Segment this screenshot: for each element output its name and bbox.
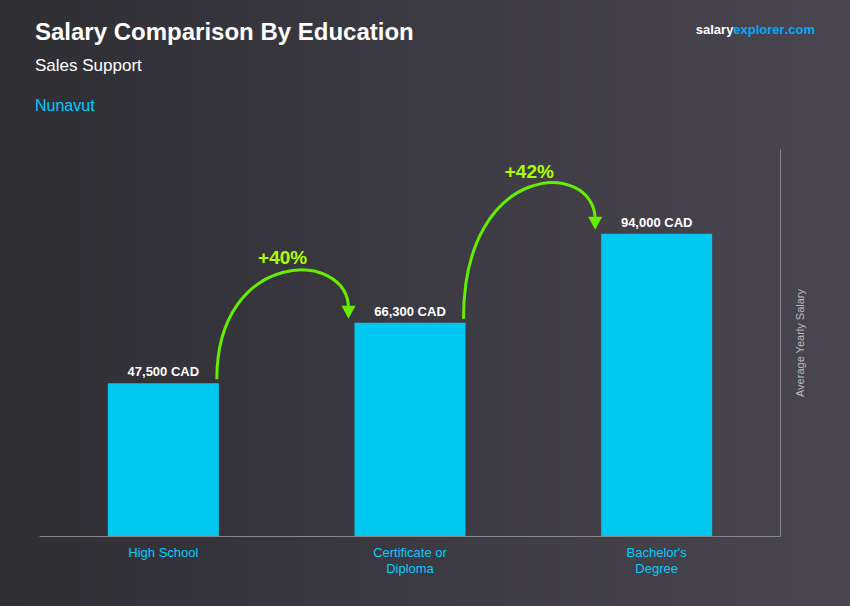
svg-text:Salary Comparison By Education: Salary Comparison By Education: [35, 18, 414, 45]
svg-text:.com: .com: [785, 22, 815, 37]
svg-text:Nunavut: Nunavut: [35, 97, 95, 114]
svg-text:Certificate or: Certificate or: [373, 545, 447, 560]
svg-text:Bachelor's: Bachelor's: [627, 545, 688, 560]
svg-text:94,000 CAD: 94,000 CAD: [621, 215, 693, 230]
svg-text:Average Yearly Salary: Average Yearly Salary: [794, 288, 806, 397]
svg-text:salary: salary: [696, 22, 734, 37]
svg-text:Diploma: Diploma: [386, 561, 434, 576]
svg-text:explorer: explorer: [733, 22, 784, 37]
svg-text:+42%: +42%: [505, 161, 554, 182]
svg-text:Degree: Degree: [635, 561, 678, 576]
svg-text:Sales Support: Sales Support: [35, 56, 142, 75]
svg-text:High School: High School: [128, 545, 198, 560]
svg-text:66,300 CAD: 66,300 CAD: [374, 304, 446, 319]
svg-text:47,500 CAD: 47,500 CAD: [128, 364, 200, 379]
svg-text:+40%: +40%: [258, 247, 307, 268]
